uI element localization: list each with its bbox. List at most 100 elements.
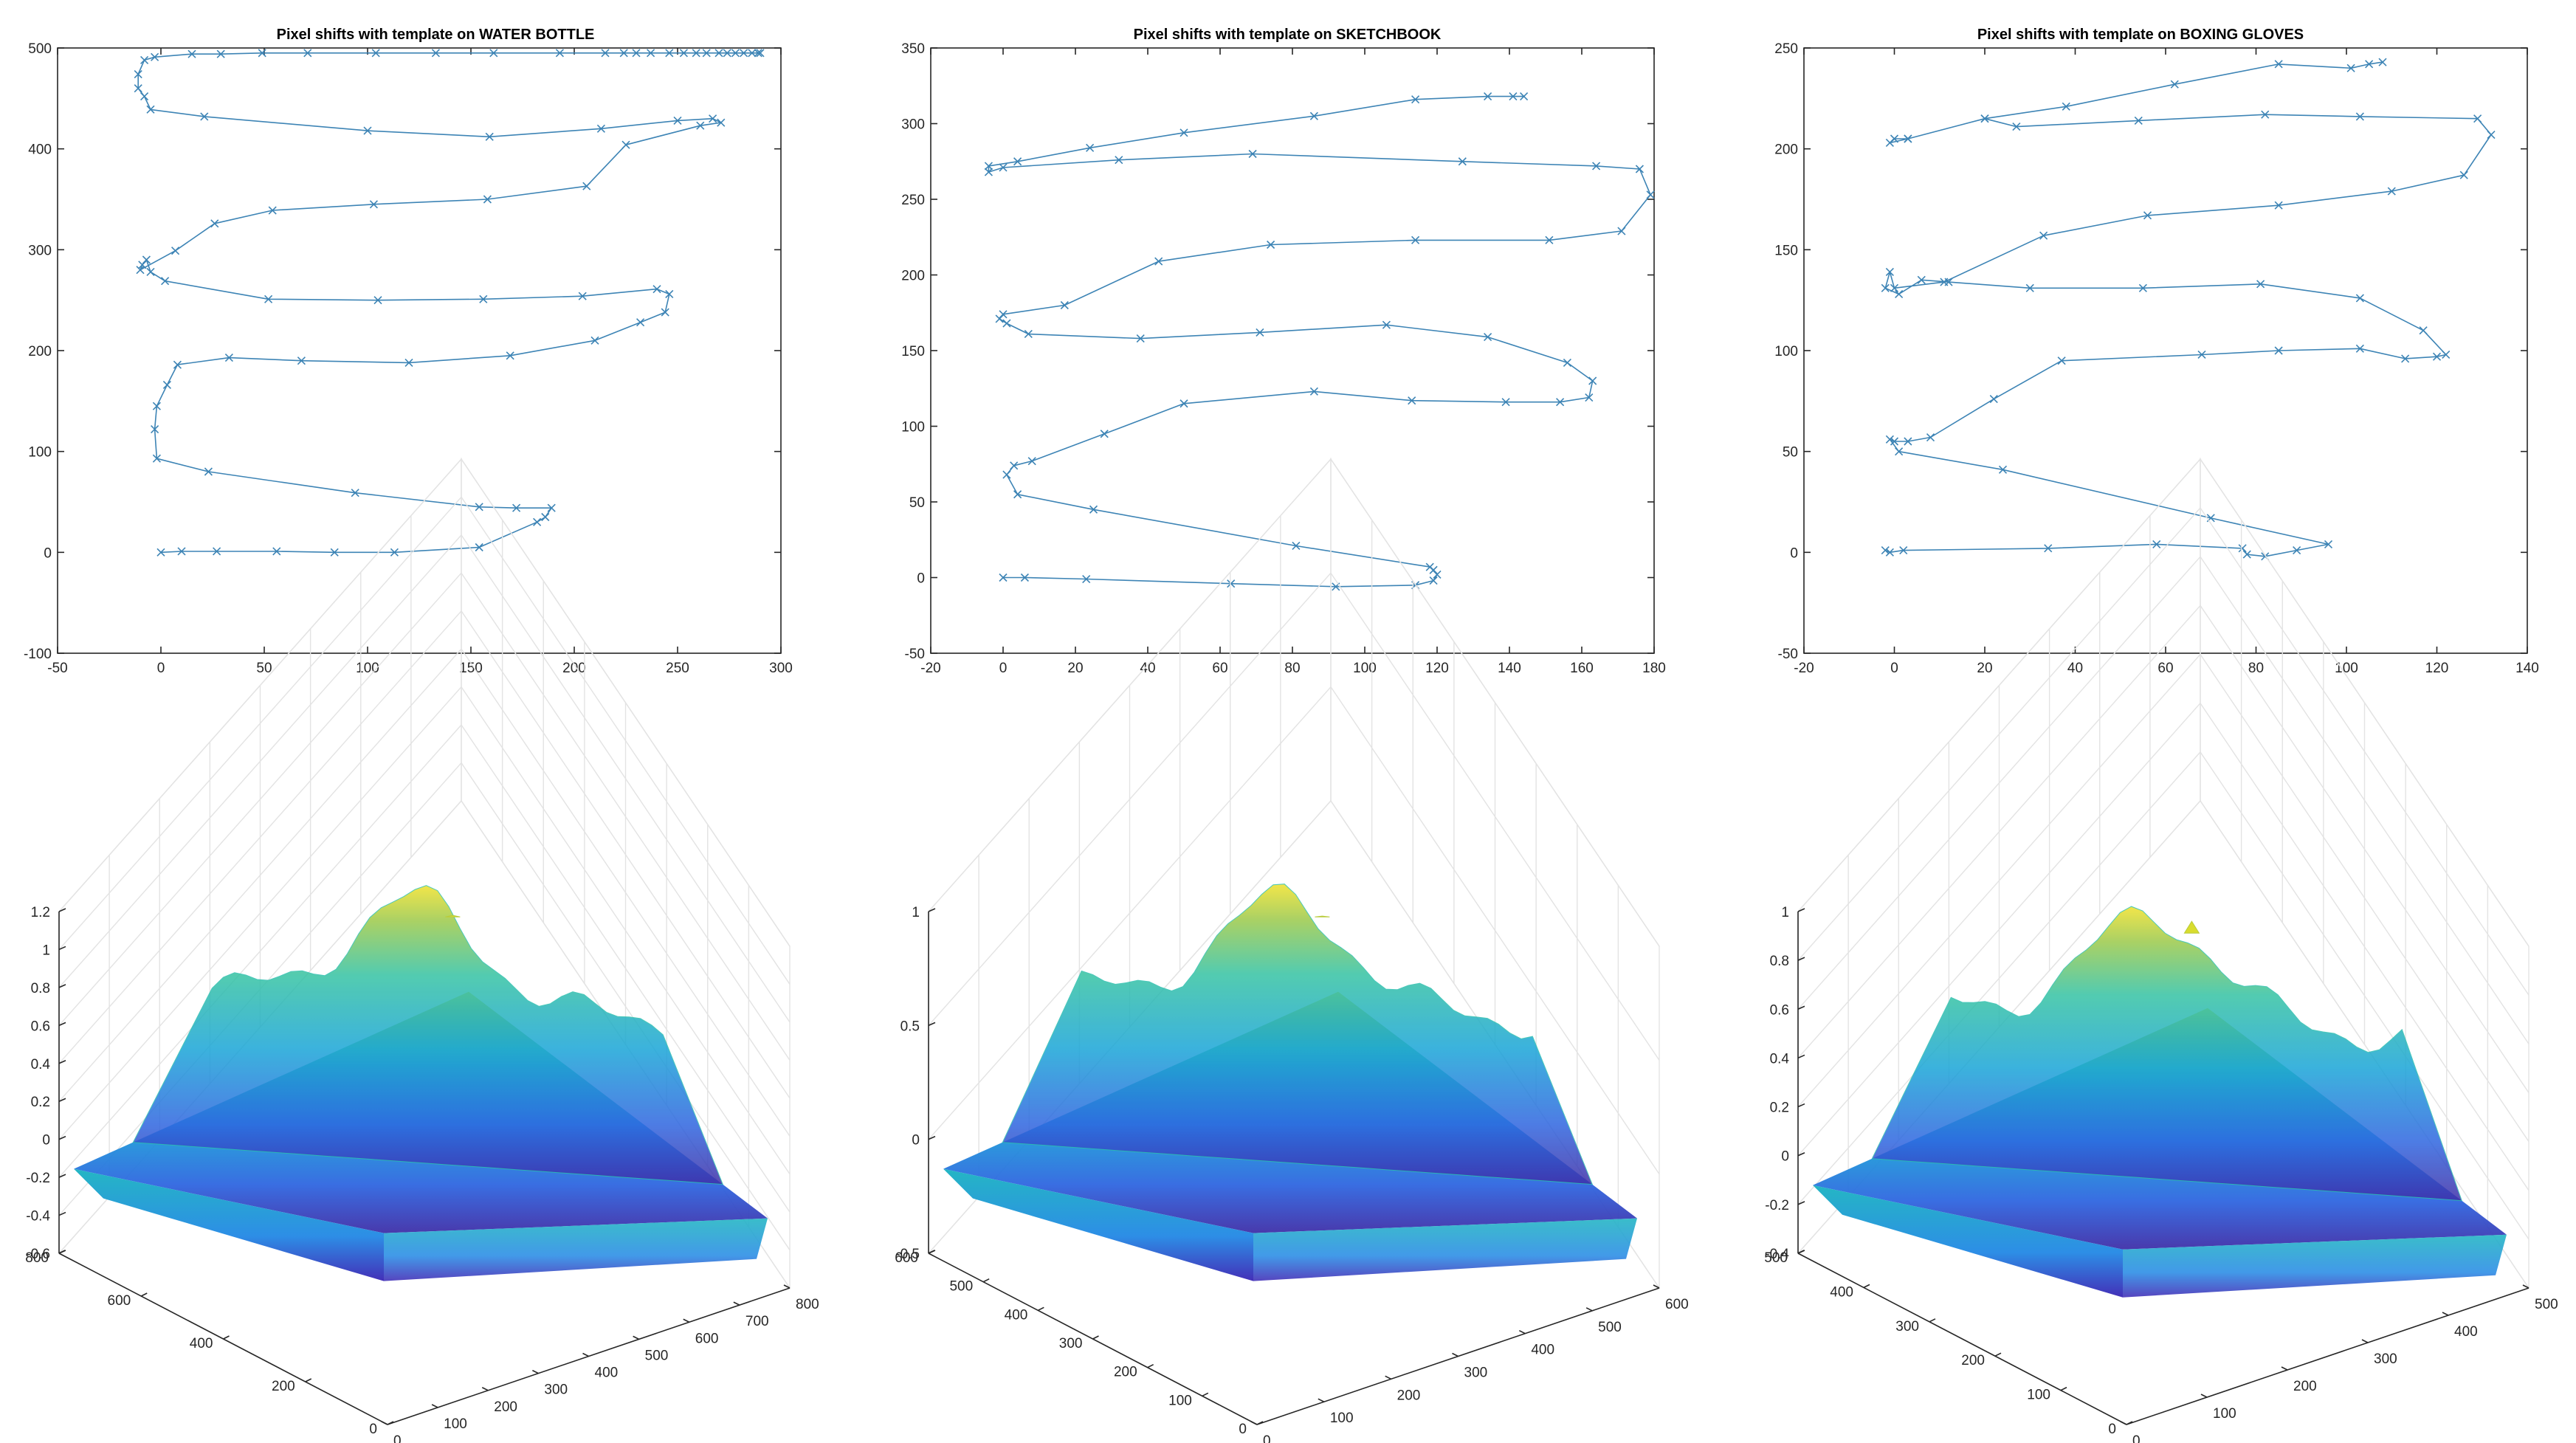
- correlation-peak: [445, 915, 461, 917]
- path-point-marker: [665, 49, 674, 58]
- x-tick-label-3d: 300: [2374, 1351, 2397, 1367]
- z-tick-label: -0.2: [26, 1171, 50, 1186]
- x-tick-label-3d: 500: [645, 1348, 669, 1363]
- x-tick-label-3d: 500: [1598, 1320, 1622, 1335]
- path-point-marker: [999, 310, 1008, 319]
- path-point-marker: [303, 49, 312, 58]
- path-point-marker: [404, 358, 413, 367]
- y-tick-label: 100: [1774, 344, 1798, 359]
- x-tick-label: -50: [47, 661, 67, 676]
- path-point-marker: [1256, 328, 1264, 337]
- path-point-marker: [485, 132, 494, 141]
- surface-ridge: [1871, 906, 2463, 1202]
- x-tick-label: 20: [1977, 661, 1992, 676]
- z-tick-label: -0.4: [1765, 1247, 1789, 1262]
- x-tick-label: 180: [1642, 661, 1666, 676]
- path-point-marker: [475, 543, 483, 552]
- y-tick-label: 150: [1774, 243, 1798, 258]
- path-point-marker: [1433, 570, 1442, 579]
- path-point-marker: [151, 52, 159, 61]
- x-tick-label-3d: 200: [494, 1399, 517, 1415]
- shift-path-line: [137, 52, 760, 554]
- path-point-marker: [187, 49, 196, 58]
- path-point-marker: [210, 219, 219, 228]
- path-point-marker: [621, 140, 630, 149]
- path-point-marker: [2138, 283, 2147, 292]
- y-tick-label-3d: 600: [108, 1293, 131, 1309]
- y-tick-label: -50: [905, 647, 925, 662]
- path-point-marker: [152, 402, 161, 410]
- y-tick-label: -100: [24, 647, 52, 662]
- path-point-marker: [596, 124, 605, 133]
- x-tick-label: 80: [1284, 661, 1300, 676]
- path-point-marker: [1890, 283, 1899, 292]
- y-tick-label: 200: [28, 344, 52, 359]
- y-tick-label-3d: 500: [949, 1279, 973, 1295]
- path-point-marker: [2256, 280, 2265, 289]
- path-point-marker: [1885, 548, 1894, 557]
- path-point-marker: [224, 354, 233, 362]
- path-point-marker: [673, 116, 682, 125]
- path-point-marker: [1458, 157, 1467, 166]
- path-point-marker: [489, 49, 498, 58]
- path-point-marker: [1588, 376, 1597, 385]
- correlation-surface: [1813, 906, 2507, 1298]
- boxing-gloves-correlation-surface: -0.4-0.200.20.40.60.81010020030040050001…: [1764, 457, 2558, 1443]
- sketchbook-correlation-surface: -0.500.510100200300400500600010020030040…: [895, 457, 1689, 1443]
- x-tick-label-3d: 300: [544, 1382, 568, 1398]
- path-point-marker: [1020, 573, 1029, 582]
- path-point-marker: [748, 49, 757, 58]
- x-tick-label: 160: [1570, 661, 1594, 676]
- path-point-marker: [1904, 134, 1912, 143]
- x-tick-label: 0: [1890, 661, 1898, 676]
- path-point-marker: [1484, 332, 1492, 342]
- path-point-marker: [2134, 116, 2143, 125]
- path-point-marker: [2261, 110, 2270, 119]
- y-tick-label: 0: [1790, 545, 1798, 561]
- x-tick-label-3d: 200: [1397, 1388, 1421, 1403]
- path-point-marker: [330, 548, 339, 557]
- y-tick-label-3d: 400: [190, 1336, 213, 1351]
- path-point-marker: [1408, 396, 1416, 405]
- path-point-marker: [652, 285, 661, 294]
- path-point-marker: [1309, 387, 1318, 396]
- path-point-marker: [1501, 398, 1510, 407]
- x-tick-label-3d: 100: [2213, 1406, 2236, 1422]
- path-point-marker: [1585, 393, 1594, 402]
- path-point-marker: [709, 114, 717, 123]
- y-tick-label-3d: 100: [1168, 1393, 1192, 1408]
- path-point-marker: [632, 49, 641, 58]
- z-tick-label: 0.4: [1770, 1051, 1790, 1067]
- x-tick-label-3d: 300: [1464, 1365, 1488, 1381]
- y-tick-label-3d: 100: [2027, 1388, 2050, 1403]
- x-tick-label-3d: 400: [1531, 1343, 1554, 1358]
- path-point-marker: [371, 49, 380, 58]
- path-point-marker: [272, 547, 281, 556]
- x-tick-label: 0: [157, 661, 165, 676]
- path-point-marker: [1411, 235, 1420, 244]
- path-point-marker: [475, 503, 483, 512]
- path-point-marker: [2487, 130, 2496, 140]
- x-tick-label: 50: [256, 661, 272, 676]
- x-tick-label: 300: [769, 661, 793, 676]
- path-point-marker: [601, 49, 610, 58]
- y-tick-label: 250: [901, 193, 925, 208]
- y-tick-label-3d: 600: [895, 1250, 918, 1266]
- z-tick-label: -0.5: [895, 1247, 920, 1262]
- path-point-marker: [373, 296, 382, 305]
- path-point-marker: [390, 548, 399, 557]
- path-point-marker: [1563, 358, 1571, 367]
- correlation-surface: [74, 885, 768, 1281]
- x-tick-label: 100: [2335, 661, 2358, 676]
- x-tick-label-3d: 200: [2293, 1379, 2317, 1394]
- path-point-marker: [1895, 289, 1904, 299]
- path-point-marker: [1509, 92, 1518, 101]
- x-tick-label: 80: [2248, 661, 2264, 676]
- path-point-marker: [714, 49, 723, 58]
- z-tick-label: 1: [1781, 905, 1789, 920]
- path-point-marker: [578, 292, 587, 300]
- x-tick-label-3d: 600: [1665, 1297, 1689, 1312]
- path-point-marker: [541, 512, 550, 522]
- y-tick-label-3d: 200: [1114, 1365, 1137, 1380]
